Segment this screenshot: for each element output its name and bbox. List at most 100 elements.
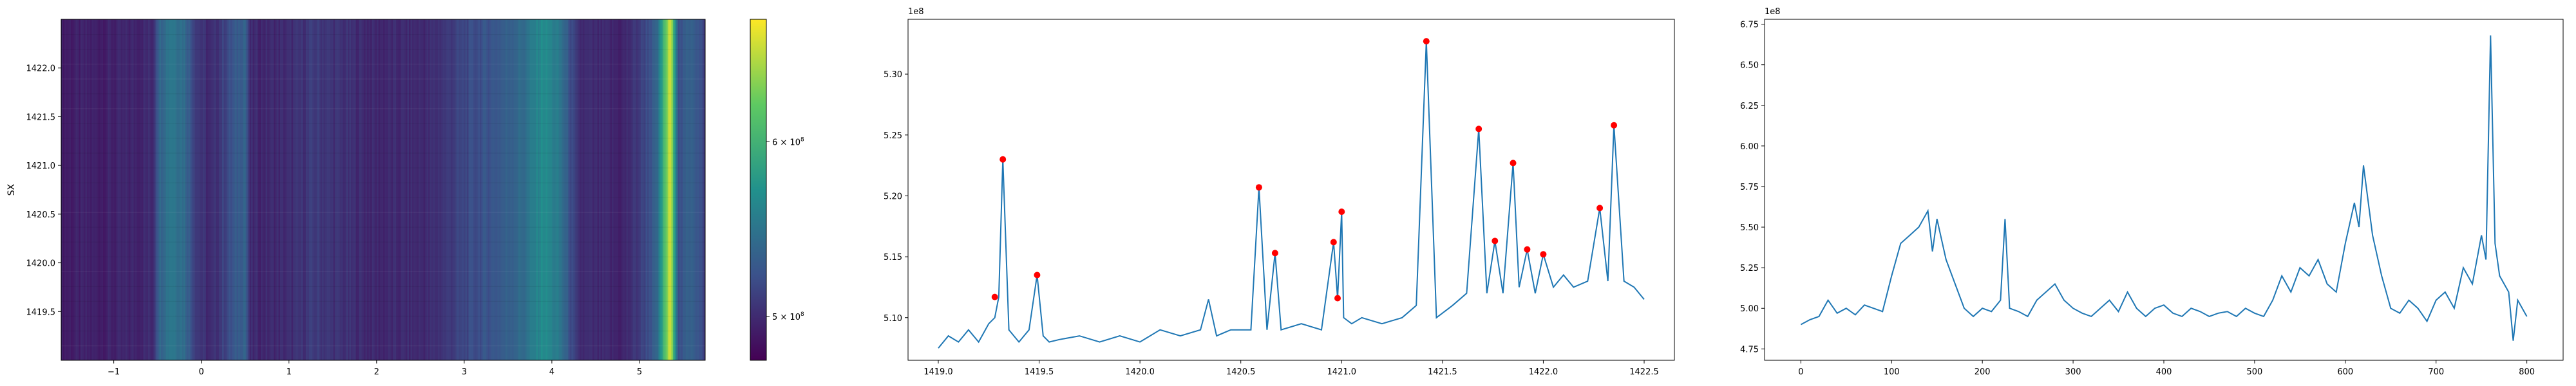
heatmap-cell (679, 19, 682, 360)
heatmap-cell (557, 19, 560, 360)
heatmap-cell (269, 19, 271, 360)
heatmap-cell (700, 19, 703, 360)
heatmap-cell (551, 19, 553, 360)
heatmap-cell (486, 19, 489, 360)
peak-marker (1271, 250, 1278, 257)
heatmap-cell (172, 19, 175, 360)
heatmap-cell (547, 19, 550, 360)
heatmap-cell (119, 19, 122, 360)
peak-marker (1255, 184, 1262, 191)
heatmap-cell (504, 19, 506, 360)
heatmap-cell (233, 19, 236, 360)
heatmap-cell (343, 19, 345, 360)
heatmap-cell (108, 19, 110, 360)
heatmap-cell (262, 19, 265, 360)
heatmap-cell (694, 19, 696, 360)
line1-x-tick-label: 1421.0 (1327, 367, 1357, 377)
heatmap-cell (570, 19, 573, 360)
heatmap-cell (203, 19, 205, 360)
heatmap-cell (454, 19, 457, 360)
heatmap-cell (348, 19, 350, 360)
heatmap-cell (103, 19, 106, 360)
heatmap-cell (251, 19, 254, 360)
heatmap-cell (491, 19, 493, 360)
heatmap-cell (164, 19, 167, 360)
peak-marker (1596, 205, 1604, 212)
peak-marker (991, 293, 998, 300)
heatmap-cell (671, 19, 674, 360)
heatmap-cell (294, 19, 297, 360)
heatmap-cell (419, 19, 421, 360)
heatmap-cell (296, 19, 299, 360)
heatmap-cell (513, 19, 516, 360)
line2-y-tick-label: 5.75 (1740, 183, 1759, 192)
heatmap-cell (333, 19, 336, 360)
heatmap-cell (120, 19, 123, 360)
heatmap-cell (638, 19, 640, 360)
heatmap-cell (178, 19, 181, 360)
heatmap-cell (391, 19, 393, 360)
heatmap-cell (523, 19, 526, 360)
line1-series (938, 41, 1645, 349)
heatmap-cell (562, 19, 564, 360)
heatmap-cell (133, 19, 136, 360)
heatmap-cell (187, 19, 189, 360)
heatmap-cell (278, 19, 281, 360)
heatmap-cell (149, 19, 152, 360)
heatmap-cell (489, 19, 492, 360)
heatmap-cell (114, 19, 117, 360)
heatmap-y-axis: 1419.5 1420.0 1420.5 1421.0 1421.5 1422.0 (26, 64, 61, 317)
heatmap-cell (594, 19, 596, 360)
heatmap-cell (496, 19, 498, 360)
heatmap-cell (319, 19, 321, 360)
heatmap-cell (299, 19, 302, 360)
heatmap-cell (158, 19, 160, 360)
heatmap-cell (84, 19, 86, 360)
heatmap-cell (541, 19, 544, 360)
heatmap-cell (229, 19, 231, 360)
heatmap-cell (365, 19, 368, 360)
heatmap-cell (600, 19, 603, 360)
heatmap-cell (428, 19, 431, 360)
heatmap-cell (654, 19, 656, 360)
line1-x-tick-label: 1421.5 (1428, 367, 1457, 377)
heatmap-cell (634, 19, 637, 360)
heatmap-cell (240, 19, 242, 360)
line2-offset-label: 1e8 (1765, 7, 1781, 17)
colorbar: 5 × 108 6 × 108 (750, 19, 804, 361)
heatmap-cell (61, 19, 64, 360)
heatmap-cell (211, 19, 213, 360)
heatmap-cell (272, 19, 274, 360)
heatmap-cell (98, 19, 100, 360)
heatmap-y-tick-label: 1420.0 (26, 259, 56, 269)
line1-y-tick-label: 5.10 (884, 314, 902, 324)
heatmap-cell (555, 19, 558, 360)
heatmap-cell (583, 19, 585, 360)
heatmap-cell (117, 19, 120, 360)
heatmap-cell (238, 19, 241, 360)
line1-y-axis: 5.10 5.15 5.20 5.25 5.30 (884, 70, 908, 324)
heatmap-cell (151, 19, 154, 360)
heatmap-cell (167, 19, 170, 360)
heatmap-cell (525, 19, 527, 360)
heatmap-cell (222, 19, 225, 360)
heatmap-cell (650, 19, 653, 360)
heatmap-cell (298, 19, 300, 360)
heatmap-cell (77, 19, 80, 360)
heatmap-panel: −1 0 1 2 3 4 5 1419.51420.01420.51421.01421.51… (6, 19, 706, 377)
heatmap-cell (542, 19, 545, 360)
heatmap-cell (626, 19, 629, 360)
heatmap-cell (196, 19, 199, 360)
heatmap-cell (477, 19, 479, 360)
heatmap-cell (349, 19, 352, 360)
heatmap-row-band (61, 345, 705, 347)
heatmap-cell (185, 19, 187, 360)
heatmap-cell (310, 19, 313, 360)
heatmap-cell (309, 19, 312, 360)
heatmap-cell (578, 19, 580, 360)
peak-marker (1540, 251, 1547, 258)
heatmap-cell (85, 19, 88, 360)
heatmap-row-band (61, 108, 705, 109)
heatmap-cell (258, 19, 260, 360)
line2-y-tick-label: 5.25 (1740, 264, 1759, 273)
